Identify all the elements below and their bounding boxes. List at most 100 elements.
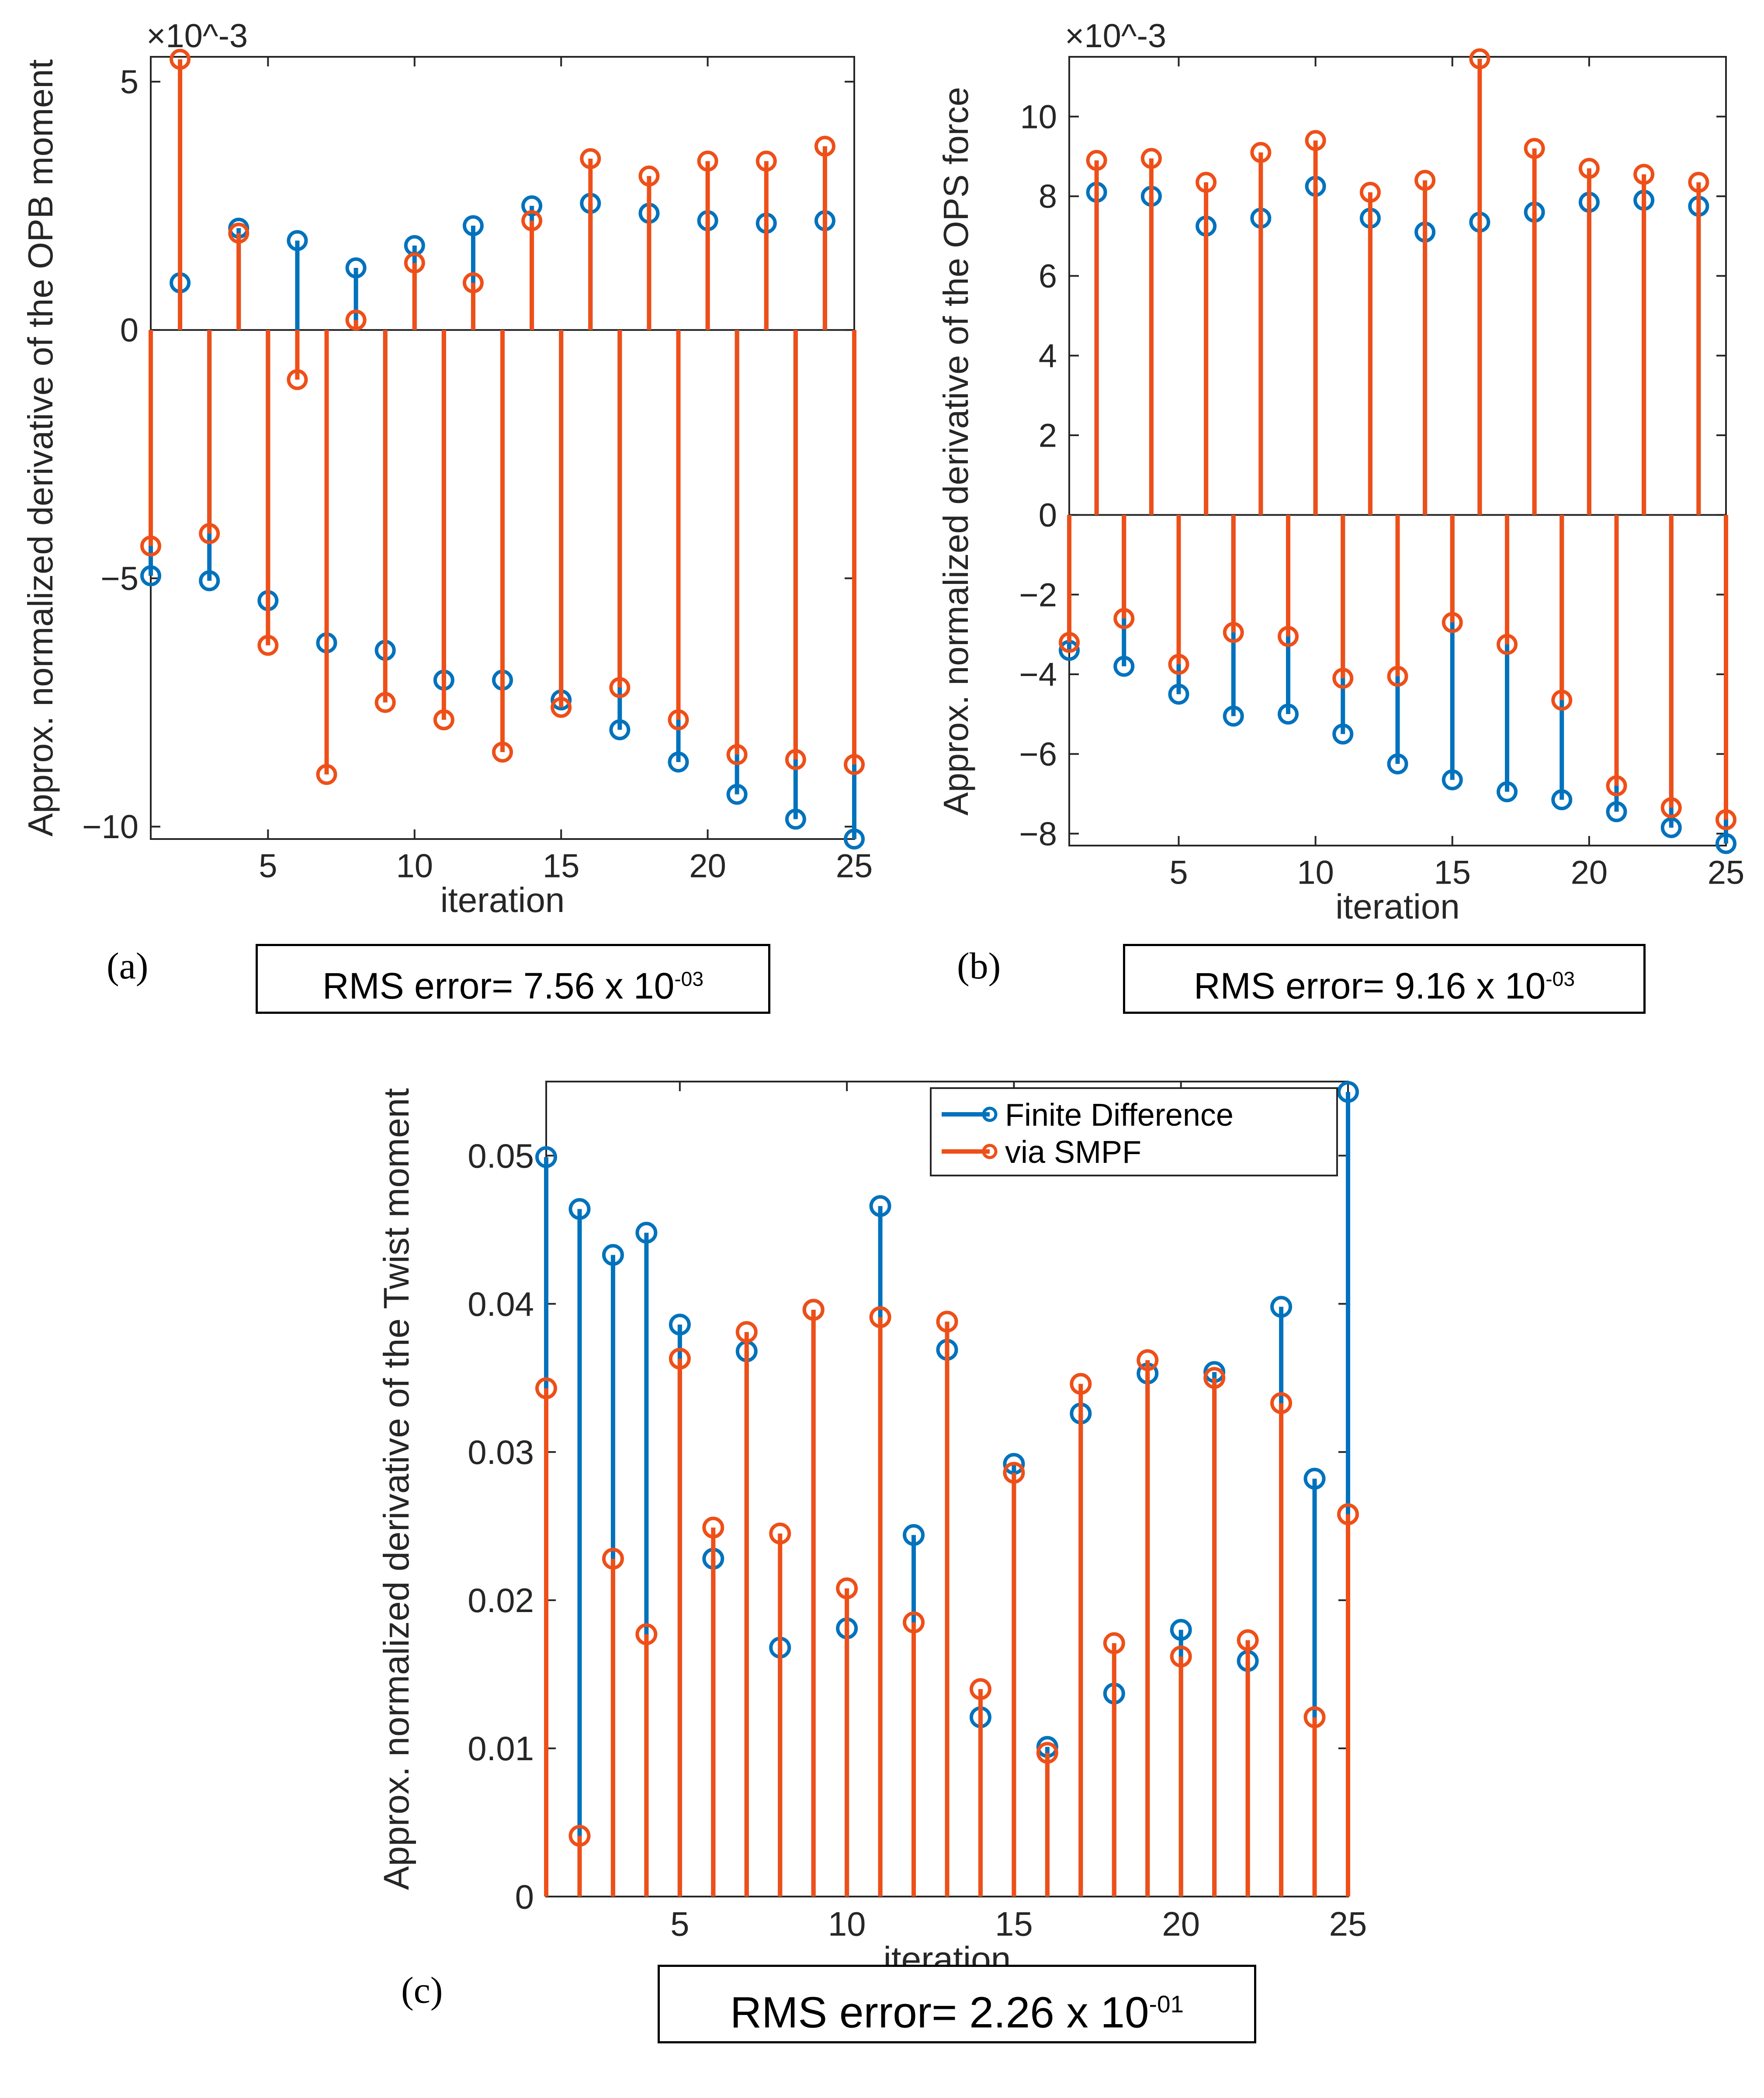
marker-fd bbox=[1715, 833, 1736, 854]
marker-smpf bbox=[228, 222, 250, 244]
marker-fd bbox=[1497, 781, 1518, 802]
marker-fd bbox=[609, 719, 631, 740]
marker-smpf bbox=[287, 369, 308, 390]
marker-fd bbox=[1278, 704, 1299, 725]
panel-label-c: (c) bbox=[401, 1969, 443, 2011]
marker-smpf bbox=[602, 1547, 624, 1570]
marker-fd bbox=[462, 215, 484, 236]
marker-smpf bbox=[1303, 1706, 1326, 1728]
rms-error-exponent-b: -03 bbox=[1546, 968, 1575, 990]
y-tick-label: −6 bbox=[1019, 736, 1057, 773]
marker-smpf bbox=[638, 165, 660, 187]
y-tick-label: 0.04 bbox=[468, 1285, 534, 1323]
y-tick-label: 0 bbox=[515, 1877, 534, 1916]
rms-error-box-a: RMS error= 7.56 x 10-03 bbox=[256, 944, 770, 1014]
marker-fd bbox=[1113, 655, 1135, 677]
marker-fd bbox=[521, 195, 543, 216]
y-tick-label: 0 bbox=[1039, 497, 1057, 534]
marker-smpf bbox=[1688, 172, 1709, 193]
chart-ops-force: −8 −6 −4 −2 0 2 4 6 8 10 5 10 15 20 25 iteration Approx.… bbox=[936, 17, 1744, 926]
marker-smpf bbox=[1137, 1349, 1159, 1371]
x-tick-label: 10 bbox=[396, 847, 433, 884]
marker-fd bbox=[287, 230, 308, 251]
marker-fd bbox=[1270, 1296, 1293, 1318]
marker-fd bbox=[1168, 683, 1189, 705]
marker-smpf bbox=[1270, 1392, 1293, 1414]
y-tick-label: 2 bbox=[1039, 417, 1057, 454]
exponent-label: ×10^-3 bbox=[1065, 17, 1166, 55]
x-tick-label: 25 bbox=[836, 847, 873, 884]
y-axis-label: Approx. normalized derivative of the Twi… bbox=[377, 1088, 416, 1890]
marker-fd bbox=[602, 1244, 624, 1266]
x-tick-label: 5 bbox=[259, 847, 277, 884]
marker-smpf bbox=[1715, 809, 1736, 830]
marker-smpf bbox=[1003, 1462, 1025, 1484]
marker-smpf bbox=[1086, 150, 1107, 171]
marker-smpf bbox=[433, 709, 454, 731]
rms-error-exponent-c: -01 bbox=[1149, 1990, 1184, 2018]
y-tick-label: 6 bbox=[1039, 258, 1057, 295]
marker-smpf bbox=[1059, 632, 1080, 653]
marker-smpf bbox=[1278, 626, 1299, 647]
y-tick-label: −4 bbox=[1019, 656, 1057, 694]
marker-smpf bbox=[814, 135, 835, 157]
marker-smpf bbox=[836, 1577, 858, 1599]
marker-fd bbox=[726, 784, 748, 805]
marker-smpf bbox=[1196, 172, 1217, 193]
y-tick-label: 0.01 bbox=[468, 1729, 534, 1768]
rms-error-text-b: RMS error= 9.16 x 10 bbox=[1193, 965, 1546, 1006]
x-tick-label: 15 bbox=[543, 847, 580, 884]
marker-fd bbox=[140, 565, 161, 586]
marker-smpf bbox=[462, 272, 484, 294]
marker-smpf bbox=[1113, 608, 1135, 629]
y-tick-label: 8 bbox=[1039, 178, 1057, 215]
marker-fd bbox=[535, 1146, 557, 1168]
marker-smpf bbox=[1237, 1629, 1259, 1651]
marker-smpf bbox=[1305, 130, 1326, 151]
marker-smpf bbox=[140, 535, 161, 557]
marker-smpf bbox=[1660, 797, 1682, 818]
x-tick-label: 5 bbox=[1169, 854, 1188, 891]
marker-smpf bbox=[785, 749, 806, 770]
x-tick-label: 15 bbox=[1434, 854, 1471, 891]
marker-fd bbox=[1606, 801, 1627, 822]
marker-smpf bbox=[802, 1299, 825, 1321]
chart-opb-moment: −10 −5 0 5 5 10 15 20 25 iteration Approx. normali… bbox=[21, 17, 873, 919]
y-tick-label: −2 bbox=[1019, 576, 1057, 614]
marker-fd bbox=[1303, 1467, 1326, 1490]
y-tick-label: 0.03 bbox=[468, 1433, 534, 1471]
marker-smpf bbox=[903, 1611, 925, 1633]
marker-fd bbox=[1223, 705, 1244, 727]
marker-fd bbox=[1660, 817, 1682, 838]
marker-smpf bbox=[404, 252, 425, 274]
rms-error-box-c: RMS error= 2.26 x 10-01 bbox=[658, 1965, 1256, 2043]
rms-error-box-b: RMS error= 9.16 x 10-03 bbox=[1123, 944, 1646, 1014]
marker-smpf bbox=[1332, 668, 1354, 689]
marker-fd bbox=[199, 570, 220, 592]
legend-marker-fd bbox=[982, 1106, 998, 1122]
marker-smpf bbox=[1140, 148, 1162, 169]
marker-smpf bbox=[609, 677, 631, 698]
marker-fd bbox=[345, 257, 367, 279]
marker-smpf bbox=[1551, 690, 1573, 711]
y-axis-label: Approx. normalized derivative of the OPS… bbox=[936, 87, 975, 815]
marker-smpf bbox=[1524, 138, 1545, 159]
y-tick-label: 4 bbox=[1039, 337, 1057, 375]
chart-twist-moment: 00.010.020.030.040.055 10 15 20 25iterationA… bbox=[377, 1081, 1367, 1980]
marker-smpf bbox=[697, 150, 718, 172]
marker-fd bbox=[869, 1195, 891, 1217]
y-axis-label: Approx. normalized derivative of the OPB… bbox=[21, 59, 60, 837]
x-tick-label: 20 bbox=[1571, 854, 1608, 891]
marker-smpf bbox=[170, 49, 191, 70]
panel-label-b: (b) bbox=[957, 945, 1001, 987]
marker-smpf bbox=[702, 1516, 724, 1539]
x-axis-label: iteration bbox=[1335, 887, 1460, 926]
marker-smpf bbox=[1633, 163, 1655, 185]
marker-fd bbox=[1170, 1619, 1192, 1641]
plot-frame bbox=[1068, 56, 1727, 846]
marker-smpf bbox=[551, 697, 572, 718]
marker-fd bbox=[1442, 769, 1463, 791]
marker-smpf bbox=[568, 1824, 591, 1847]
marker-fd bbox=[1332, 723, 1354, 745]
